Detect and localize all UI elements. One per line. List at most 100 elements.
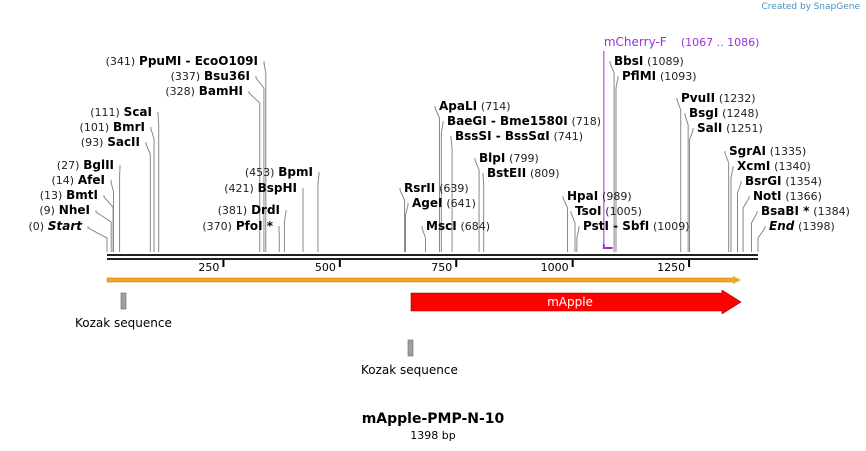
site-scai[interactable]: (111) ScaI <box>90 105 152 120</box>
site-name: BsrGI <box>745 174 782 188</box>
site-name: NheI <box>58 203 90 217</box>
site-baegi-bme1580i[interactable]: BaeGI - Bme1580I (718) <box>447 114 601 129</box>
tick-mark <box>455 260 458 267</box>
cut-site-line <box>421 226 427 252</box>
cut-site-line <box>609 61 615 252</box>
site-bsu36i[interactable]: (337) Bsu36I <box>171 69 250 84</box>
site-pfoi-[interactable]: (370) PfoI * <box>202 219 273 234</box>
site-rsrii[interactable]: RsrII (639) <box>404 181 469 196</box>
tick-label: 750 <box>431 261 452 274</box>
cut-site-line <box>95 210 112 252</box>
site-drdi[interactable]: (381) DrdI <box>218 203 280 218</box>
site-sacii[interactable]: (93) SacII <box>81 135 140 150</box>
site-blpi[interactable]: BlpI (799) <box>479 151 539 166</box>
site-noti[interactable]: NotI (1366) <box>753 189 822 204</box>
site-tsoi[interactable]: TsoI (1005) <box>575 204 642 219</box>
site-end[interactable]: End (1398) <box>769 219 835 234</box>
cut-site-line <box>730 166 734 252</box>
site-name: AgeI <box>412 196 443 210</box>
site-name: TsoI <box>575 204 602 218</box>
cut-site-line <box>255 76 265 252</box>
site-pflmi[interactable]: PflMI (1093) <box>622 69 697 84</box>
primer-range: (1067 .. 1086) <box>681 36 760 49</box>
site-pvuii[interactable]: PvuII (1232) <box>681 91 756 106</box>
site-agei[interactable]: AgeI (641) <box>412 196 476 211</box>
cut-site-line <box>434 106 440 252</box>
site-bsabi-[interactable]: BsaBI * (1384) <box>761 204 850 219</box>
cut-site-line <box>110 180 115 252</box>
mapple-arrow <box>410 289 742 315</box>
site-bsrgi[interactable]: BsrGI (1354) <box>745 174 822 189</box>
site-name: BspHI <box>257 181 297 195</box>
site-position: (337) <box>170 70 201 83</box>
backbone-bottom <box>107 258 758 260</box>
site-position: (1089) <box>647 55 684 68</box>
cut-site-line <box>570 211 576 252</box>
site-bmri[interactable]: (101) BmrI <box>80 120 145 135</box>
site-bsssi-bsss-i[interactable]: BssSI - BssSαI (741) <box>455 129 583 144</box>
site-name: BaeGI - Bme1580I <box>447 114 568 128</box>
orf-bar <box>106 277 736 283</box>
site-name: BstEII <box>487 166 527 180</box>
site-position: (1232) <box>718 92 756 105</box>
cut-site-line <box>150 127 155 252</box>
site-name: BglII <box>83 158 114 172</box>
site-bpmi[interactable]: (453) BpmI <box>245 165 313 180</box>
site-nhei[interactable]: (9) NheI <box>39 203 90 218</box>
cut-site-line <box>87 226 108 252</box>
site-bsgi[interactable]: BsgI (1248) <box>689 106 759 121</box>
kozak-box <box>407 339 414 357</box>
kozak-label: Kozak sequence <box>361 363 458 377</box>
site-apali[interactable]: ApaLI (714) <box>439 99 511 114</box>
site-bglii[interactable]: (27) BglII <box>57 158 114 173</box>
cut-site-line <box>676 98 682 252</box>
site-ppumi-ecoo109i[interactable]: (341) PpuMI - EcoO109I <box>106 54 258 69</box>
site-position: (27) <box>56 159 80 172</box>
cut-site-line <box>757 226 766 252</box>
site-bbsi[interactable]: BbsI (1089) <box>614 54 684 69</box>
site-position: (328) <box>165 85 195 98</box>
kozak-box <box>120 292 127 310</box>
map-length: 1398 bp <box>410 429 456 442</box>
cut-site-line <box>157 112 160 252</box>
site-name: MscI <box>426 219 457 233</box>
cut-site-line <box>576 226 580 252</box>
site-position: (714) <box>480 100 511 113</box>
kozak-label: Kozak sequence <box>75 316 172 330</box>
site-name: BbsI <box>614 54 644 68</box>
site-xcmi[interactable]: XcmI (1340) <box>737 159 811 174</box>
site-hpai[interactable]: HpaI (989) <box>567 189 632 204</box>
site-msci[interactable]: MscI (684) <box>426 219 490 234</box>
site-position: (14) <box>51 174 75 187</box>
site-name: BssSI - BssSαI <box>455 129 550 143</box>
site-name: PflMI <box>622 69 657 83</box>
site-psti-sbfi[interactable]: PstI - SbfI (1009) <box>583 219 690 234</box>
site-bamhi[interactable]: (328) BamHI <box>165 84 243 99</box>
site-name: BsaBI * <box>761 204 810 218</box>
site-sali[interactable]: SalI (1251) <box>697 121 763 136</box>
site-bsteii[interactable]: BstEII (809) <box>487 166 560 181</box>
site-position: (421) <box>224 182 254 195</box>
site-name: PvuII <box>681 91 716 105</box>
site-position: (101) <box>79 121 110 134</box>
site-afei[interactable]: (14) AfeI <box>51 173 105 188</box>
site-position: (111) <box>90 106 120 119</box>
cut-site-line <box>440 121 444 252</box>
orf-arrowhead <box>733 276 741 284</box>
cut-site-line <box>724 151 730 252</box>
site-position: (1248) <box>722 107 759 120</box>
mapple-label: mApple <box>547 295 593 309</box>
credit-prefix: Created by <box>761 2 812 12</box>
site-start[interactable]: (0) Start <box>28 219 82 234</box>
site-position: (989) <box>602 190 632 203</box>
cut-site-line <box>248 91 261 252</box>
cut-site-line <box>562 196 569 252</box>
site-position: (9) <box>39 204 55 217</box>
site-bsphi[interactable]: (421) BspHI <box>224 181 297 196</box>
map-title: mApple-PMP-N-10 <box>361 411 505 427</box>
site-sgrai[interactable]: SgrAI (1335) <box>729 144 806 159</box>
cut-site-line <box>684 113 689 252</box>
site-bmti[interactable]: (13) BmtI <box>40 188 98 203</box>
site-position: (684) <box>460 220 491 233</box>
site-name: Bsu36I <box>204 69 250 83</box>
